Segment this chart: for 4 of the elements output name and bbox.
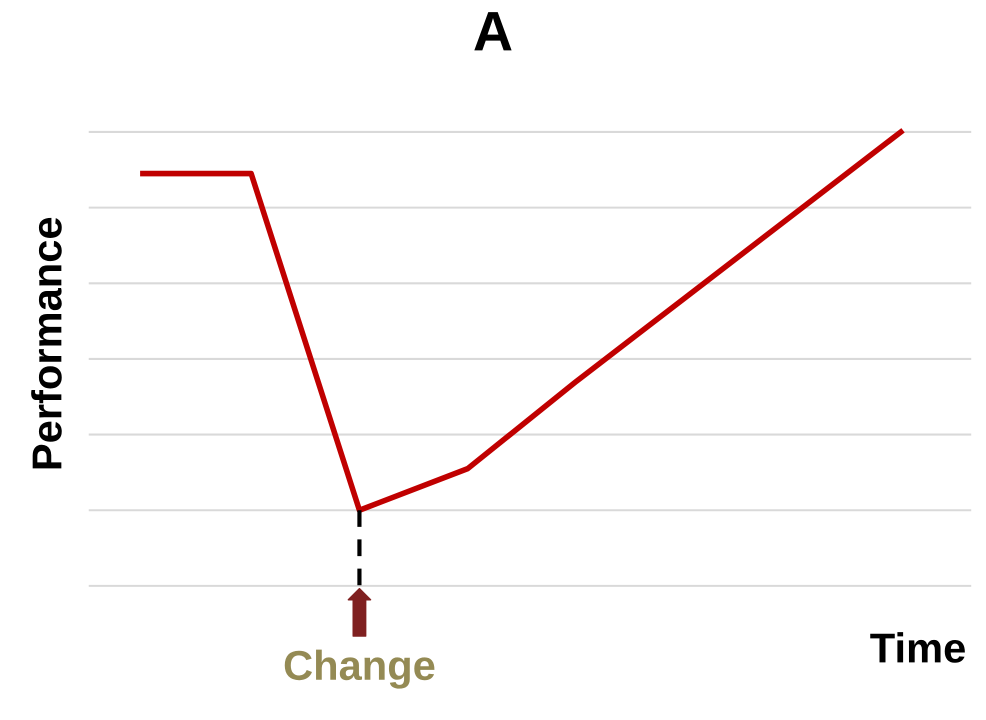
x-axis-title: Time xyxy=(870,632,965,663)
text: Change xyxy=(284,650,434,689)
y-axis-title: Performance xyxy=(31,218,62,468)
chart-title: A xyxy=(474,12,512,50)
